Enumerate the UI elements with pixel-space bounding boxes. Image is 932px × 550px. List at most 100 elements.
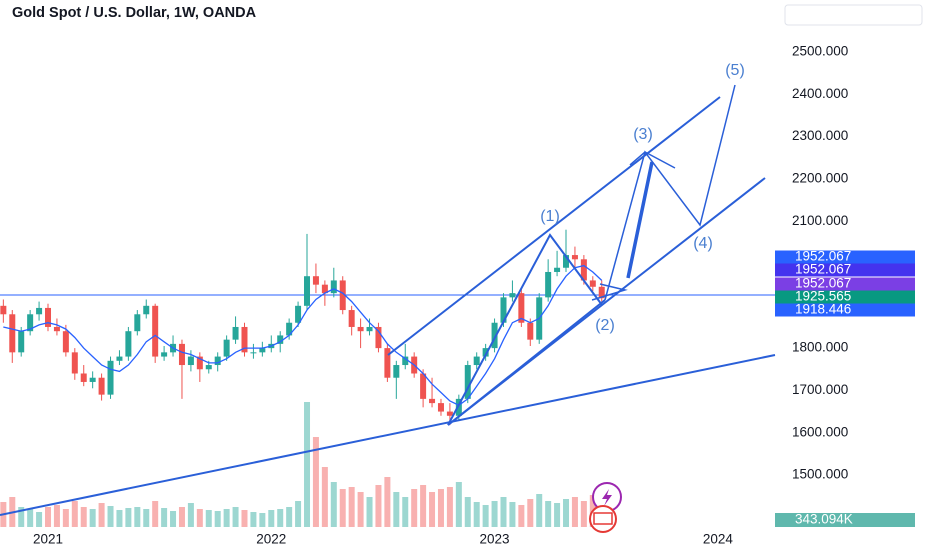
- volume-bar: [62, 509, 69, 527]
- volume-bar: [411, 489, 418, 527]
- volume-bar: [571, 497, 578, 527]
- candle-body: [491, 322, 498, 349]
- candle-body: [18, 331, 25, 353]
- candle-body: [134, 314, 141, 332]
- volume-bar: [563, 499, 570, 527]
- volume-bar: [375, 485, 382, 527]
- volume-bar: [357, 492, 364, 527]
- moving-average: [3, 264, 603, 406]
- candle-body: [420, 373, 427, 399]
- volume-bar: [509, 502, 516, 527]
- x-tick-label: 2022: [256, 532, 286, 547]
- volume-bar: [554, 503, 561, 527]
- toolbar-box[interactable]: [784, 4, 923, 26]
- price-label-box: [775, 290, 915, 304]
- volume-bar: [268, 510, 275, 527]
- volume-bar: [420, 485, 427, 527]
- candle-body: [509, 293, 516, 298]
- lightning-icon: [602, 489, 612, 506]
- volume-bar: [53, 505, 60, 527]
- volume-bar: [330, 482, 337, 527]
- y-tick-label: 1500.000: [792, 467, 848, 482]
- volume-bar: [36, 512, 43, 527]
- candle-body: [178, 343, 185, 366]
- volume-label-box: [775, 513, 915, 527]
- wave-path: [447, 233, 603, 426]
- volume-bar: [402, 497, 409, 527]
- volume-bar: [241, 510, 248, 527]
- candle-body: [214, 356, 221, 366]
- candle-body: [187, 356, 194, 366]
- candle-body: [36, 307, 43, 315]
- volume-bar: [545, 501, 552, 527]
- candle-body: [250, 352, 257, 354]
- candle-body: [563, 255, 570, 268]
- candle-body: [518, 293, 525, 323]
- volume-bar: [321, 467, 328, 527]
- candle-body: [437, 403, 444, 412]
- volume-bar: [339, 489, 346, 527]
- candle-body: [295, 305, 302, 323]
- candle-body: [455, 398, 462, 416]
- candle-body: [80, 373, 87, 382]
- volume-bar: [464, 497, 471, 527]
- candle-body: [107, 360, 114, 395]
- candle-body: [580, 259, 587, 281]
- candle-body: [223, 339, 230, 357]
- candle-body: [27, 314, 34, 332]
- thick-arrow: [626, 161, 654, 279]
- candle-body: [259, 348, 266, 353]
- volume-bar: [518, 505, 525, 527]
- volume-bar: [223, 509, 230, 527]
- candle-body: [0, 305, 7, 315]
- wave-projection: [604, 84, 736, 301]
- candle-body: [53, 326, 60, 332]
- drawings: [0, 84, 776, 516]
- volume-bar: [196, 509, 203, 527]
- candle-body: [366, 326, 373, 332]
- volume-bar: [18, 507, 25, 527]
- wave-label: (5): [725, 62, 745, 79]
- price-label-box: [775, 303, 915, 317]
- volume-bar: [455, 482, 462, 527]
- volume-bar: [348, 487, 355, 527]
- candle-body: [98, 377, 105, 395]
- volume-bar: [170, 511, 177, 527]
- price-label: 1952.067: [795, 276, 851, 291]
- candle-body: [571, 255, 578, 260]
- volume-bar: [500, 497, 507, 527]
- y-tick-label: 2300.000: [792, 128, 848, 143]
- volume-bar: [437, 489, 444, 527]
- candle-body: [62, 331, 69, 353]
- candle-layer: [0, 229, 775, 426]
- volume-bar: [98, 503, 105, 527]
- volume-bar: [366, 497, 373, 527]
- volume-bar: [214, 511, 221, 527]
- y-tick-label: 1600.000: [792, 424, 848, 439]
- y-tick-label: 1700.000: [792, 382, 848, 397]
- volume-bar: [187, 503, 194, 527]
- volume-bar: [393, 492, 400, 527]
- volume-bar: [384, 477, 391, 527]
- channel-upper: [387, 96, 721, 356]
- volume-bar: [259, 513, 266, 527]
- price-label-box: [775, 277, 915, 291]
- candle-body: [125, 331, 132, 357]
- volume-bar: [80, 507, 87, 527]
- wave-label: (1): [540, 208, 560, 225]
- candle-body: [152, 305, 159, 357]
- candle-body: [545, 271, 552, 298]
- y-tick-label: 2200.000: [792, 170, 848, 185]
- small-arrow: [591, 283, 628, 301]
- flag-shape: [593, 512, 613, 525]
- volume-bar: [125, 508, 132, 527]
- candle-body: [196, 356, 203, 370]
- candle-body: [554, 267, 561, 272]
- volume-bar: [473, 502, 480, 527]
- volume-bar: [536, 494, 543, 527]
- candle-body: [330, 280, 337, 294]
- volume-bar: [232, 507, 239, 527]
- volume-bar: [143, 509, 150, 527]
- wave-label: (2): [595, 317, 615, 334]
